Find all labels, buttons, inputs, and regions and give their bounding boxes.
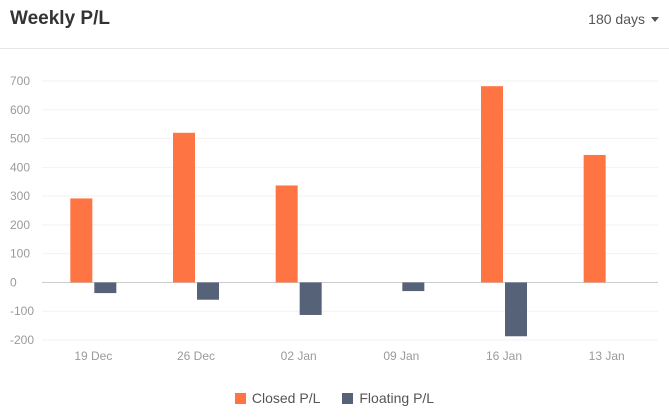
range-dropdown-label: 180 days — [588, 11, 645, 27]
weekly-pl-chart: -200 -100 0 100 200 300 400 500 600 700 19 Dec 26 D… — [10, 74, 658, 363]
x-tick-label: 16 Jan — [486, 349, 522, 363]
range-dropdown[interactable]: 180 days — [588, 11, 659, 27]
bar-closed[interactable] — [583, 154, 606, 283]
bar-floating[interactable] — [197, 282, 219, 300]
x-tick-label: 13 Jan — [589, 349, 625, 363]
x-tick-label: 26 Dec — [177, 349, 215, 363]
y-tick-label: -100 — [10, 304, 34, 318]
bar-closed[interactable] — [275, 185, 298, 283]
legend-label: Closed P/L — [251, 390, 321, 406]
bar-closed[interactable] — [481, 86, 503, 283]
bar-closed[interactable] — [70, 198, 93, 283]
legend-label: Floating P/L — [359, 390, 435, 406]
y-tick-label: 600 — [10, 103, 30, 117]
chart-title: Weekly P/L — [10, 8, 110, 29]
y-tick-label: 400 — [10, 160, 30, 174]
x-tick-label: 19 Dec — [74, 349, 112, 363]
legend-swatch — [342, 392, 354, 404]
card-header: Weekly P/L 180 days — [0, 0, 669, 49]
legend-item[interactable]: Closed P/L — [234, 390, 321, 406]
legend-item[interactable]: Floating P/L — [342, 390, 434, 406]
caret-down-icon — [651, 16, 659, 22]
y-tick-label: 0 — [10, 275, 17, 289]
chart-legend: Closed P/L Floating P/L — [0, 390, 669, 406]
y-tick-label: 300 — [10, 189, 30, 203]
y-tick-label: 200 — [10, 218, 30, 232]
bar-closed[interactable] — [173, 132, 195, 283]
y-tick-label: 500 — [10, 132, 30, 146]
y-tick-label: 100 — [10, 247, 30, 261]
bar-floating[interactable] — [94, 282, 117, 294]
legend-swatch — [234, 392, 246, 404]
y-tick-label: -200 — [10, 333, 34, 347]
x-tick-label: 02 Jan — [281, 349, 317, 363]
x-tick-label: 09 Jan — [383, 349, 419, 363]
bar-floating[interactable] — [505, 282, 527, 337]
bar-floating[interactable] — [402, 282, 425, 292]
y-tick-label: 700 — [10, 74, 30, 88]
bar-floating[interactable] — [299, 282, 322, 315]
